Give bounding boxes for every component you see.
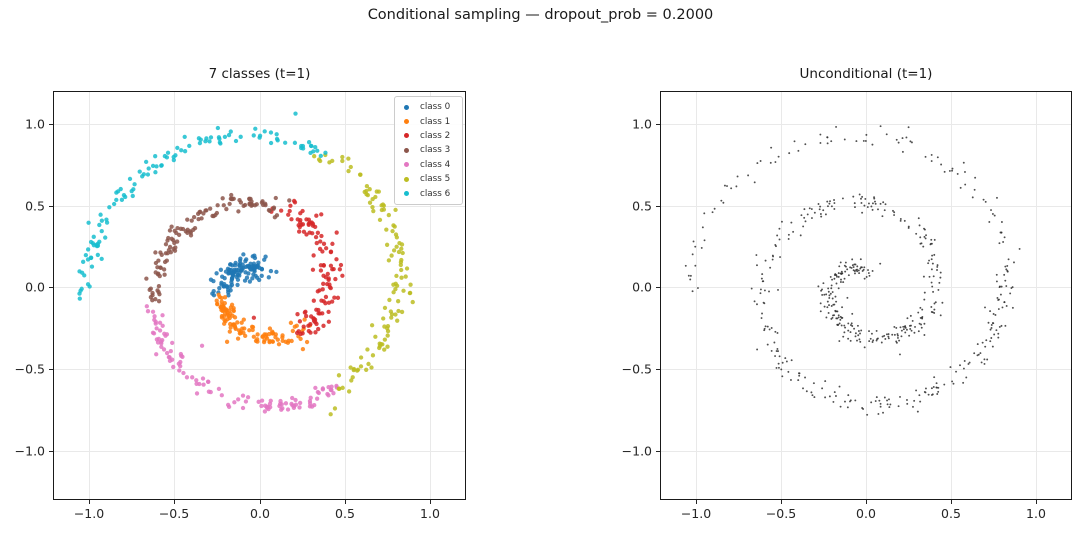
y-tick-label: −0.5 (14, 361, 45, 377)
y-tick-mark (656, 369, 660, 370)
x-tick-mark (696, 500, 697, 504)
x-tick-label: −1.0 (73, 506, 105, 521)
right-scatter-plot (660, 91, 1072, 500)
x-tick-label: 0.0 (250, 506, 270, 521)
legend-marker-dot-icon (404, 147, 409, 153)
y-tick-mark (49, 206, 53, 207)
x-tick-label: −0.5 (765, 506, 797, 521)
y-tick-label: 0.5 (632, 198, 652, 214)
legend-item: class 6 (395, 186, 462, 200)
right-subplot-title: Unconditional (t=1) (799, 66, 933, 82)
left-subplot-title: 7 classes (t=1) (208, 66, 311, 82)
legend-marker-dot-icon (404, 176, 409, 182)
y-tick-mark (656, 451, 660, 452)
legend-item: class 4 (395, 158, 462, 172)
y-tick-mark (656, 206, 660, 207)
legend-label: class 1 (420, 116, 451, 127)
legend-marker-dot-icon (404, 133, 409, 139)
y-tick-mark (49, 369, 53, 370)
x-tick-mark (951, 500, 952, 504)
y-tick-label: 1.0 (25, 116, 45, 132)
x-tick-label: 1.0 (1026, 506, 1046, 521)
legend-marker-dot-icon (404, 104, 409, 110)
x-tick-mark (260, 500, 261, 504)
y-tick-mark (49, 124, 53, 125)
legend-item: class 1 (395, 114, 462, 128)
y-tick-label: 0.0 (25, 279, 45, 295)
x-tick-mark (430, 500, 431, 504)
legend-label: class 6 (420, 188, 451, 199)
legend-label: class 2 (420, 130, 451, 141)
y-tick-mark (656, 124, 660, 125)
y-tick-label: 0.0 (632, 279, 652, 295)
legend-item: class 0 (395, 100, 462, 114)
x-tick-mark (174, 500, 175, 504)
y-tick-mark (49, 287, 53, 288)
legend-label: class 5 (420, 174, 451, 185)
x-tick-label: 1.0 (420, 506, 440, 521)
x-tick-mark (781, 500, 782, 504)
legend-label: class 4 (420, 159, 451, 170)
x-tick-mark (866, 500, 867, 504)
legend-marker-dot-icon (404, 162, 409, 168)
x-tick-label: 0.0 (856, 506, 876, 521)
legend-item: class 5 (395, 172, 462, 186)
y-tick-mark (656, 287, 660, 288)
x-tick-label: 0.5 (335, 506, 355, 521)
legend-marker-dot-icon (404, 191, 409, 197)
y-tick-label: −1.0 (621, 443, 652, 459)
y-tick-mark (49, 451, 53, 452)
legend-marker-dot-icon (404, 119, 409, 125)
x-tick-mark (1036, 500, 1037, 504)
x-tick-label: −1.0 (680, 506, 712, 521)
legend-item: class 2 (395, 129, 462, 143)
legend-label: class 0 (420, 102, 451, 113)
y-tick-label: 1.0 (632, 116, 652, 132)
legend-label: class 3 (420, 145, 451, 156)
x-tick-label: 0.5 (941, 506, 961, 521)
x-tick-mark (345, 500, 346, 504)
y-tick-label: −0.5 (621, 361, 652, 377)
figure-suptitle: Conditional sampling — dropout_prob = 0.… (367, 7, 714, 23)
x-tick-mark (89, 500, 90, 504)
legend: class 0 class 1 class 2 class 3 class 4 class… (394, 96, 463, 205)
y-tick-label: −1.0 (14, 443, 45, 459)
x-tick-label: −0.5 (158, 506, 190, 521)
y-tick-label: 0.5 (25, 198, 45, 214)
legend-item: class 3 (395, 143, 462, 157)
